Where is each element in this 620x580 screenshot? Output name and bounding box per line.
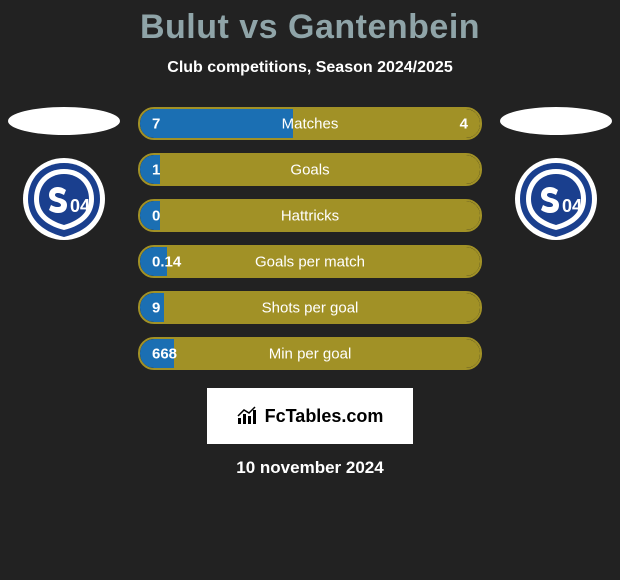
player-right-photo-placeholder (500, 107, 612, 135)
schalke-badge-icon: 04 (14, 157, 114, 241)
stat-value-left: 0.14 (152, 253, 181, 270)
player-right-column: 04 (500, 107, 612, 241)
stat-value-right: 4 (460, 115, 468, 132)
stat-value-left: 9 (152, 299, 160, 316)
player-right-club-badge: 04 (506, 157, 606, 241)
svg-text:04: 04 (562, 196, 582, 216)
player-left-photo-placeholder (8, 107, 120, 135)
stat-value-left: 1 (152, 161, 160, 178)
stat-label: Min per goal (269, 345, 352, 362)
branding-text: FcTables.com (265, 406, 384, 427)
stat-label: Shots per goal (262, 299, 359, 316)
stat-bar: 7 Matches 4 (138, 107, 482, 140)
stat-label: Goals (290, 161, 329, 178)
player-left-club-badge: 04 (14, 157, 114, 241)
stat-label: Goals per match (255, 253, 365, 270)
stat-label: Matches (282, 115, 339, 132)
stat-bar: 668 Min per goal (138, 337, 482, 370)
bar-chart-icon (237, 406, 259, 426)
player-left-column: 04 (8, 107, 120, 241)
footer-date: 10 november 2024 (0, 458, 620, 478)
stats-bars-container: 7 Matches 4 1 Goals 0 Hattricks 0.14 Goals per m… (138, 107, 482, 370)
stat-bar: 9 Shots per goal (138, 291, 482, 324)
stat-bar: 0 Hattricks (138, 199, 482, 232)
stat-fill-left (140, 109, 293, 138)
page-title: Bulut vs Gantenbein (0, 0, 620, 47)
stat-value-left: 668 (152, 345, 177, 362)
page-subtitle: Club competitions, Season 2024/2025 (0, 59, 620, 77)
schalke-badge-icon: 04 (506, 157, 606, 241)
stat-bar: 1 Goals (138, 153, 482, 186)
svg-text:04: 04 (70, 196, 90, 216)
stat-value-left: 0 (152, 207, 160, 224)
branding-box: FcTables.com (207, 388, 413, 444)
stat-bar: 0.14 Goals per match (138, 245, 482, 278)
stat-label: Hattricks (281, 207, 339, 224)
main-comparison-area: 04 7 Matches 4 1 Goals 0 Hattricks 0.14 Goals pe… (0, 107, 620, 370)
stat-value-left: 7 (152, 115, 160, 132)
